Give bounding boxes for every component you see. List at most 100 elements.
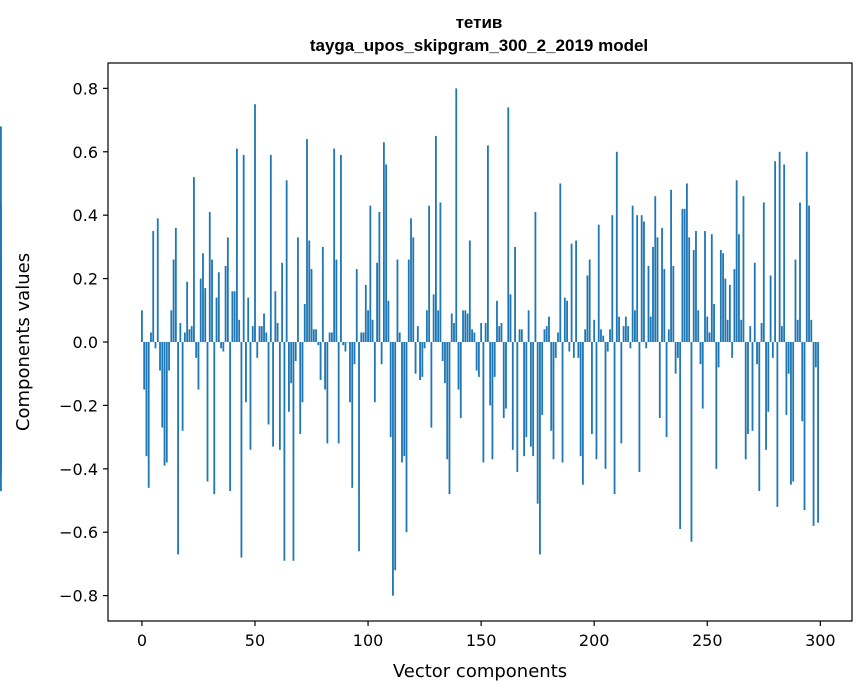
bar xyxy=(600,329,602,342)
bar xyxy=(389,342,392,438)
x-axis-label: Vector components xyxy=(393,661,567,682)
bar xyxy=(780,326,783,342)
bar xyxy=(749,326,752,342)
bar xyxy=(500,322,503,342)
bar xyxy=(719,250,722,342)
bar xyxy=(554,342,557,358)
bar xyxy=(274,291,277,342)
bar xyxy=(249,342,252,450)
bar xyxy=(276,322,279,342)
bar xyxy=(525,342,528,438)
bar xyxy=(686,183,688,342)
bar xyxy=(177,342,180,555)
bar xyxy=(143,342,146,390)
bar xyxy=(310,269,313,342)
bar xyxy=(263,313,265,342)
bar xyxy=(170,310,173,342)
bar xyxy=(572,342,575,358)
x-axis-ticks: 0 50 100 150 200 250 300 xyxy=(137,621,836,650)
bar xyxy=(340,154,342,342)
bar xyxy=(794,259,797,342)
bar xyxy=(267,342,270,425)
x-tick-label: 200 xyxy=(579,631,610,650)
chart-title-line2: tayga_upos_skipgram_300_2_2019 model xyxy=(310,36,648,55)
bar xyxy=(154,342,157,349)
bar xyxy=(484,322,487,342)
bar xyxy=(688,237,691,343)
bar xyxy=(380,342,383,365)
bar xyxy=(586,275,589,342)
bar xyxy=(254,104,256,342)
bar xyxy=(765,342,767,450)
bar xyxy=(233,291,236,342)
bar xyxy=(724,278,727,342)
bar xyxy=(683,208,686,342)
bar xyxy=(251,326,254,342)
bar xyxy=(369,205,372,342)
bar xyxy=(403,342,406,457)
bar xyxy=(147,342,150,488)
bar xyxy=(670,189,672,342)
bar xyxy=(613,342,616,495)
bar xyxy=(0,342,2,469)
bar xyxy=(378,212,381,342)
bar xyxy=(269,154,272,342)
bar xyxy=(753,262,756,342)
bar xyxy=(156,218,159,342)
bar xyxy=(557,332,559,342)
bar xyxy=(435,135,437,342)
y-tick-label: −0.2 xyxy=(59,396,98,415)
bar xyxy=(534,212,537,342)
bar xyxy=(328,332,331,342)
bar xyxy=(649,316,652,342)
bar xyxy=(161,342,164,428)
bar xyxy=(349,342,351,403)
bar xyxy=(179,322,182,342)
bar xyxy=(487,145,489,342)
bar xyxy=(674,342,677,374)
bar xyxy=(520,329,523,342)
bar xyxy=(647,265,650,342)
bar xyxy=(697,310,700,342)
bar xyxy=(710,234,713,342)
bar xyxy=(692,250,695,342)
bar xyxy=(785,342,788,415)
bar xyxy=(805,151,808,342)
bar xyxy=(288,342,290,412)
bar xyxy=(464,310,467,342)
bar xyxy=(552,342,555,460)
bar xyxy=(511,342,514,450)
bar xyxy=(224,265,227,342)
bar xyxy=(579,342,582,457)
bar xyxy=(532,342,535,457)
bar xyxy=(407,259,410,342)
bar xyxy=(545,326,548,342)
bar xyxy=(462,310,464,342)
bar xyxy=(790,342,792,485)
bar xyxy=(733,269,736,342)
bar xyxy=(514,246,516,342)
bar xyxy=(220,342,222,349)
bar xyxy=(294,342,297,362)
bar xyxy=(796,319,799,342)
bar xyxy=(183,332,186,342)
bar xyxy=(213,342,216,495)
bar xyxy=(312,329,315,342)
bar xyxy=(814,342,817,368)
bar xyxy=(541,342,544,415)
bar xyxy=(430,342,433,428)
bar xyxy=(681,208,684,342)
bar xyxy=(412,237,415,343)
bar xyxy=(215,297,218,342)
bar xyxy=(548,316,550,342)
bar xyxy=(258,326,261,342)
y-tick-label: 0.6 xyxy=(73,143,98,162)
bar xyxy=(308,240,311,342)
bar xyxy=(654,196,657,342)
bar xyxy=(186,281,189,342)
bar xyxy=(448,342,451,495)
bar xyxy=(236,148,238,342)
bar xyxy=(706,316,709,342)
bar xyxy=(260,326,263,342)
bar xyxy=(489,342,492,406)
